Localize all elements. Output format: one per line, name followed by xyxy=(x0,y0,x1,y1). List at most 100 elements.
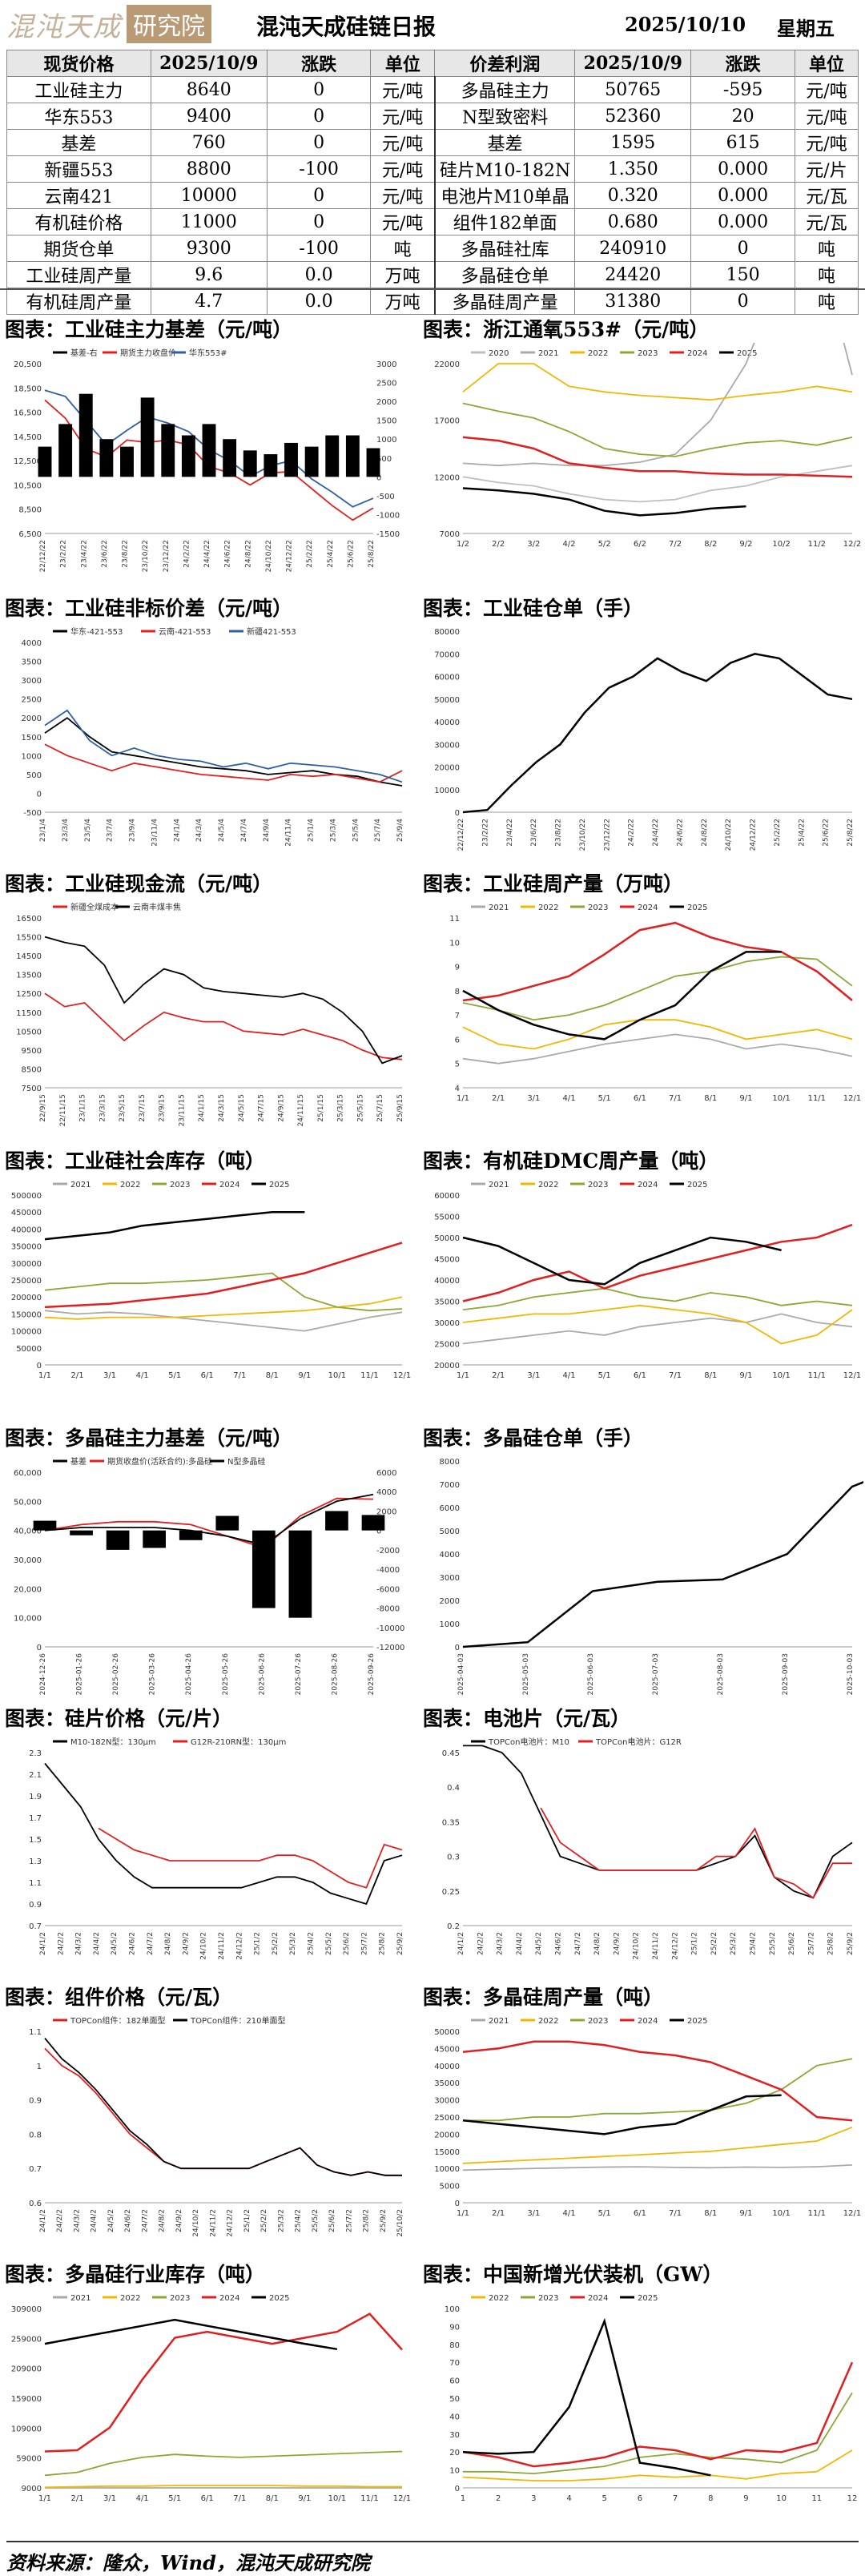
y-tick-label: 14500 xyxy=(16,952,42,961)
x-tick-label: 9/2 xyxy=(739,540,752,549)
basis-bar xyxy=(179,1530,203,1540)
legend-label: M10-182N型：130μm xyxy=(70,1737,156,1747)
table-header-cell: 单位 xyxy=(795,50,859,77)
table-cell: 50765 xyxy=(574,76,692,103)
x-tick-label: 12/2 xyxy=(843,540,861,549)
x-tick-label: 23/3/15 xyxy=(99,1094,107,1122)
y-tick-label: 0.4 xyxy=(447,1784,460,1793)
table-cell: 0 xyxy=(266,208,372,235)
table-cell: 新疆553 xyxy=(6,155,151,183)
report-header: 混沌天成 研究院 混沌天成硅链日报 2025/10/10 星期五 xyxy=(0,0,865,48)
series-line xyxy=(44,936,403,1065)
basis-bar xyxy=(202,424,216,477)
x-tick-label: 25/7/4 xyxy=(374,819,382,842)
table-cell: 1.350 xyxy=(574,155,692,183)
x-tick-label: 9/1 xyxy=(298,1371,311,1380)
legend-label: 2023 xyxy=(588,904,608,912)
x-tick-label: 23/4/22 xyxy=(80,540,88,568)
footer-source: 资料来源：隆众，Wind，混沌天成研究院 xyxy=(6,2551,370,2574)
series-line xyxy=(462,1313,853,1345)
y-tick-label: 14,500 xyxy=(14,433,42,442)
x-tick-label: 23/10/22 xyxy=(142,540,150,572)
x-tick-label: 11/1 xyxy=(808,1094,826,1103)
x-tick-label: 9/1 xyxy=(739,1371,752,1380)
x-tick-label: 24/1/2 xyxy=(39,2209,47,2232)
basis-bar xyxy=(161,424,175,477)
x-tick-label: 23/2/22 xyxy=(481,819,489,847)
x-tick-label: 24/6/22 xyxy=(676,819,684,847)
chart-svg: 基差 期货收盘价(活跃合约):多晶硅 N型多晶硅 0 10,000 20,000 30,00… xyxy=(14,1456,404,1696)
x-tick-label: 24/6/2 xyxy=(555,1932,563,1955)
table-cell: 9300 xyxy=(150,235,268,262)
x-tick-label: 10/1 xyxy=(328,1371,346,1380)
x-tick-label: 1/1 xyxy=(38,1371,51,1380)
x-tick-label: 8/1 xyxy=(704,1371,717,1380)
x-tick-label: 2025-01-26 xyxy=(76,1653,84,1696)
x-tick-label: 25/4/22 xyxy=(798,819,806,847)
y-tick-label: 7 xyxy=(455,1012,460,1020)
x-tick-label: 9/1 xyxy=(739,2209,752,2218)
x-tick-label: 25/5/2 xyxy=(769,1932,777,1955)
x-tick-label: 25/1/2 xyxy=(254,1932,262,1955)
x-tick-label: 24/12/2 xyxy=(227,2209,235,2237)
series-line xyxy=(463,2392,853,2475)
series-line xyxy=(462,1223,853,1302)
x-tick-label: 24/10/2 xyxy=(192,2209,200,2237)
y-tick-label: 5 xyxy=(455,1061,460,1069)
x-tick-label: 25/1/4 xyxy=(308,819,316,842)
x-tick-label: 24/10/2 xyxy=(633,1932,641,1960)
chart-svg: 新疆全煤成本 云南丰煤丰焦 7500 8500 9500 10500 11500 12500 1… xyxy=(16,902,404,1126)
y-tick-label: 0 xyxy=(37,790,42,799)
table-cell: 工业硅周产量 xyxy=(6,261,151,288)
table-cell: 多晶硅主力 xyxy=(433,76,576,103)
x-tick-label: 25/8/22 xyxy=(368,540,376,568)
x-tick-label: 24/12/22 xyxy=(750,819,758,851)
x-tick-label: 25/1/2 xyxy=(691,1932,699,1955)
table-cell: 0.680 xyxy=(574,208,692,235)
table-cell: 31380 xyxy=(574,288,692,315)
table-cell: 元/片 xyxy=(795,155,859,183)
legend-label: TOPCon电池片：M10 xyxy=(488,1737,569,1747)
x-tick-label: 25/2/2 xyxy=(710,1932,718,1955)
table-row: 华东553 9400 0 元/吨 N型致密料 52360 20 元/吨 xyxy=(6,103,859,130)
y-tick-label: 60000 xyxy=(434,674,460,682)
legend-label: 2024 xyxy=(219,2294,239,2303)
y-tick-label: 0.7 xyxy=(29,2165,42,2174)
y-tick-label: 20,500 xyxy=(14,360,42,369)
module-price-chart: TOPCon组件：182单面型 TOPCon组件：210单面型 0.6 0.7 0.8 0… xyxy=(3,2010,413,2252)
x-tick-label: 25/6/22 xyxy=(823,819,831,847)
x-tick-label: 5/1 xyxy=(168,1371,181,1380)
x-tick-label: 11 xyxy=(811,2494,822,2503)
table-cell: 基差 xyxy=(433,129,576,156)
y-right-tick-label: 0 xyxy=(376,1527,381,1536)
legend-label: 2025 xyxy=(737,349,757,358)
y-tick-label: 60,000 xyxy=(14,1469,42,1478)
x-tick-label: 22/9/15 xyxy=(39,1094,47,1122)
x-tick-label: 25/3/2 xyxy=(277,2209,285,2232)
y-tick-label: 9000 xyxy=(22,2485,42,2493)
x-tick-label: 6 xyxy=(638,2494,642,2503)
series-line xyxy=(44,717,403,787)
table-cell: 0 xyxy=(266,129,372,156)
table-row: 工业硅周产量 9.6 0.0 万吨 多晶硅仓单 24420 150 吨 xyxy=(6,261,859,288)
x-tick-label: 10/1 xyxy=(772,2209,790,2218)
wafer-price-chart: M10-182N型：130μm G12R-210RN型：130μm 0.7 0.9 1.… xyxy=(3,1732,413,1975)
legend-label: 2024 xyxy=(687,349,707,358)
x-tick-label: 25/2/22 xyxy=(774,819,782,847)
y-tick-label: 500000 xyxy=(11,1192,42,1201)
table-cell: 0 xyxy=(266,76,372,103)
y-right-tick-label: 2500 xyxy=(376,380,396,388)
y-tick-label: 0.25 xyxy=(442,1888,460,1897)
y-tick-label: 400000 xyxy=(11,1226,42,1234)
y-tick-label: 60 xyxy=(449,2377,460,2386)
x-tick-label: 11/1 xyxy=(360,1371,378,1380)
x-tick-label: 24/7/15 xyxy=(258,1094,266,1122)
chart-legend: 2021 2022 2023 2024 2025 xyxy=(471,1181,707,1189)
series-line xyxy=(44,2450,403,2477)
chart-legend: 新疆全煤成本 云南丰煤丰焦 xyxy=(53,902,181,912)
table-cell: 多晶硅社库 xyxy=(433,235,576,262)
table-cell: N型致密料 xyxy=(433,103,576,130)
x-tick-label: 2025-07-03 xyxy=(652,1653,660,1695)
y-tick-label: 20000 xyxy=(434,2131,460,2139)
x-tick-label: 23/1/15 xyxy=(79,1094,87,1122)
